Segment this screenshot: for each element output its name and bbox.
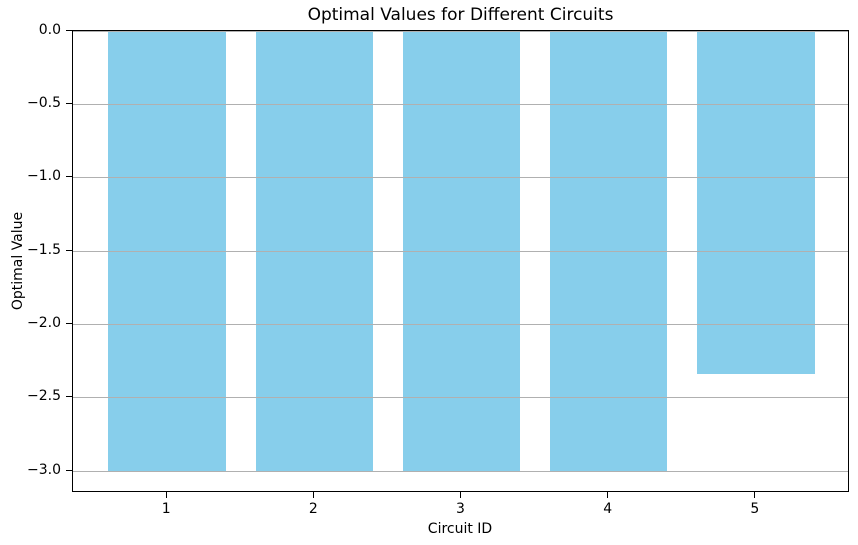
- x-axis-label: Circuit ID: [427, 521, 493, 537]
- chart-title: Optimal Values for Different Circuits: [307, 5, 614, 25]
- gridline-y--2: [73, 323, 848, 325]
- y-tick-mark: [66, 29, 72, 31]
- y-axis-label: Optimal Value: [10, 211, 26, 311]
- x-tick-mark: [312, 492, 314, 498]
- x-tick-label: 5: [750, 501, 760, 517]
- y-tick-mark: [66, 102, 72, 104]
- x-tick-mark: [754, 492, 756, 498]
- y-tick-label: −2.5: [27, 388, 61, 405]
- gridline-y--3: [73, 470, 848, 472]
- y-tick-label: −3.0: [27, 461, 61, 478]
- gridline-y-0: [73, 30, 848, 32]
- x-tick-label: 3: [456, 501, 465, 517]
- gridline-y--1.5: [73, 250, 848, 252]
- y-tick-label: −1.0: [27, 168, 61, 185]
- plot-area: [72, 30, 849, 492]
- y-tick-mark: [66, 322, 72, 324]
- y-tick-mark: [66, 176, 72, 178]
- gridline-y--0.5: [73, 103, 848, 105]
- x-tick-label: 4: [603, 501, 613, 517]
- x-tick-mark: [607, 492, 609, 498]
- y-tick-label: −1.5: [27, 241, 61, 258]
- y-tick-label: −2.0: [27, 314, 61, 331]
- y-tick-mark: [66, 469, 72, 471]
- gridline-y--1: [73, 177, 848, 179]
- y-tick-mark: [66, 249, 72, 251]
- bar-circuit-5: [697, 31, 815, 375]
- y-tick-label: 0.0: [38, 21, 61, 38]
- x-tick-mark: [165, 492, 167, 498]
- x-tick-label: 1: [161, 501, 171, 517]
- y-tick-label: −0.5: [27, 94, 61, 111]
- x-tick-mark: [460, 492, 461, 498]
- gridline-y--2.5: [73, 397, 848, 399]
- x-tick-label: 2: [308, 501, 318, 517]
- y-tick-mark: [66, 396, 72, 398]
